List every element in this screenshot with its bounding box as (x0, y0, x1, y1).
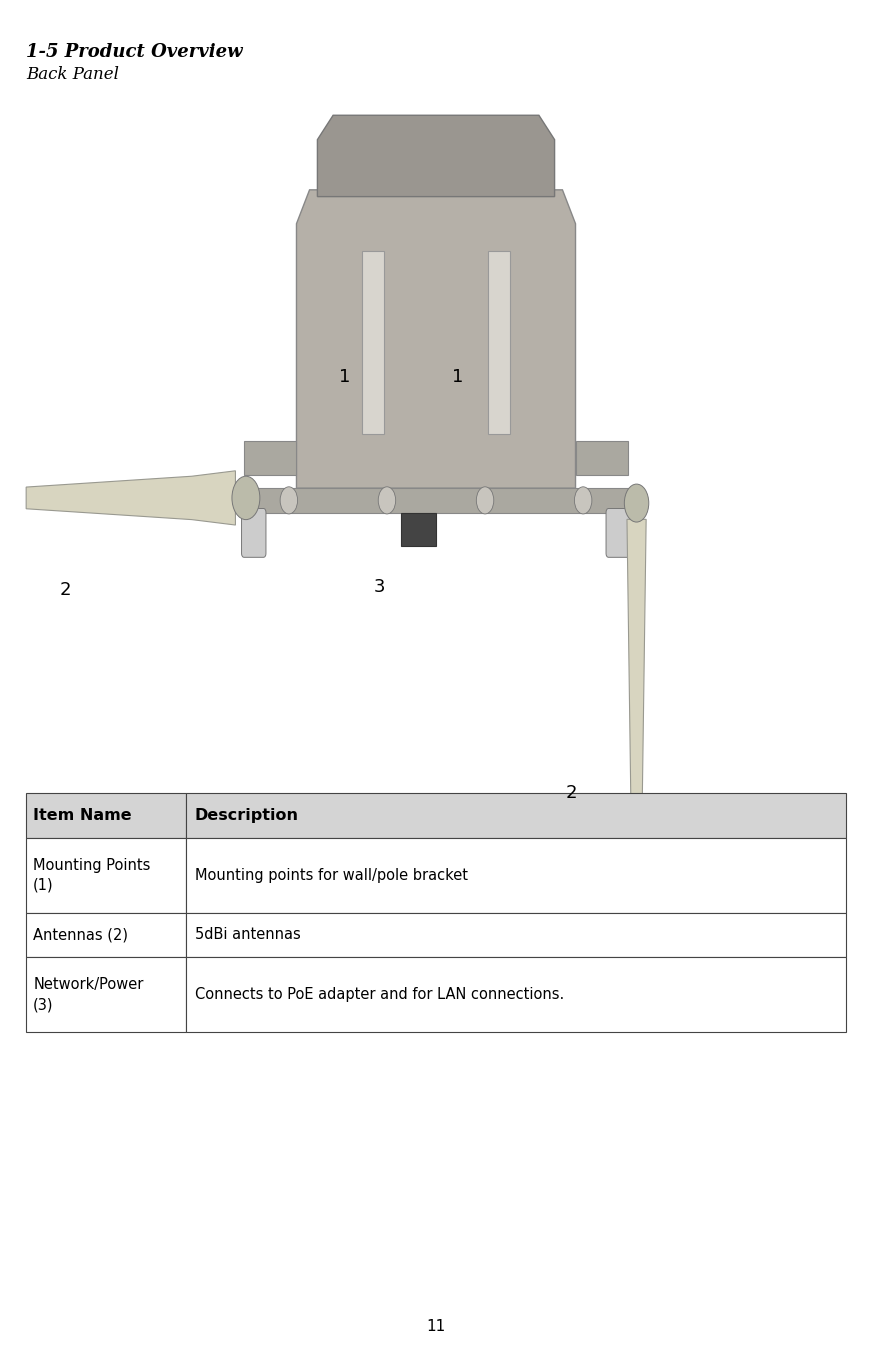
Polygon shape (296, 190, 576, 488)
Bar (363, 251, 384, 434)
Bar (186, 913, 846, 957)
Text: 1: 1 (338, 369, 351, 386)
Text: Item Name: Item Name (33, 808, 132, 823)
Bar (26, 793, 186, 838)
Text: Connects to PoE adapter and for LAN connections.: Connects to PoE adapter and for LAN conn… (194, 987, 564, 1002)
Text: 1-5 Product Overview: 1-5 Product Overview (26, 43, 242, 61)
Bar (26, 913, 186, 957)
Circle shape (476, 487, 494, 514)
Polygon shape (26, 471, 235, 525)
Bar (186, 793, 846, 838)
Bar (186, 838, 846, 913)
Polygon shape (576, 441, 628, 475)
Bar (186, 957, 846, 1032)
Text: 1: 1 (452, 369, 464, 386)
Text: 11: 11 (426, 1318, 446, 1334)
Polygon shape (317, 115, 555, 197)
Text: Mounting Points
(1): Mounting Points (1) (33, 858, 151, 892)
Text: 2: 2 (59, 580, 72, 599)
Bar (488, 251, 510, 434)
FancyBboxPatch shape (606, 508, 630, 557)
Text: Network/Power
(3): Network/Power (3) (33, 978, 144, 1012)
Text: 5dBi antennas: 5dBi antennas (194, 928, 301, 942)
Polygon shape (627, 519, 646, 899)
Circle shape (280, 487, 297, 514)
Bar (240, 488, 632, 513)
Text: Mounting points for wall/pole bracket: Mounting points for wall/pole bracket (194, 868, 467, 883)
Text: Antennas (2): Antennas (2) (33, 928, 128, 942)
Text: 2: 2 (565, 784, 577, 803)
Text: Back Panel: Back Panel (26, 66, 119, 84)
Polygon shape (244, 441, 296, 475)
Circle shape (624, 484, 649, 522)
Bar (401, 513, 436, 546)
FancyBboxPatch shape (242, 508, 266, 557)
Text: Description: Description (194, 808, 299, 823)
Circle shape (378, 487, 396, 514)
Bar (26, 957, 186, 1032)
Text: 3: 3 (373, 578, 385, 597)
Bar (26, 838, 186, 913)
Circle shape (575, 487, 592, 514)
Circle shape (232, 476, 260, 519)
